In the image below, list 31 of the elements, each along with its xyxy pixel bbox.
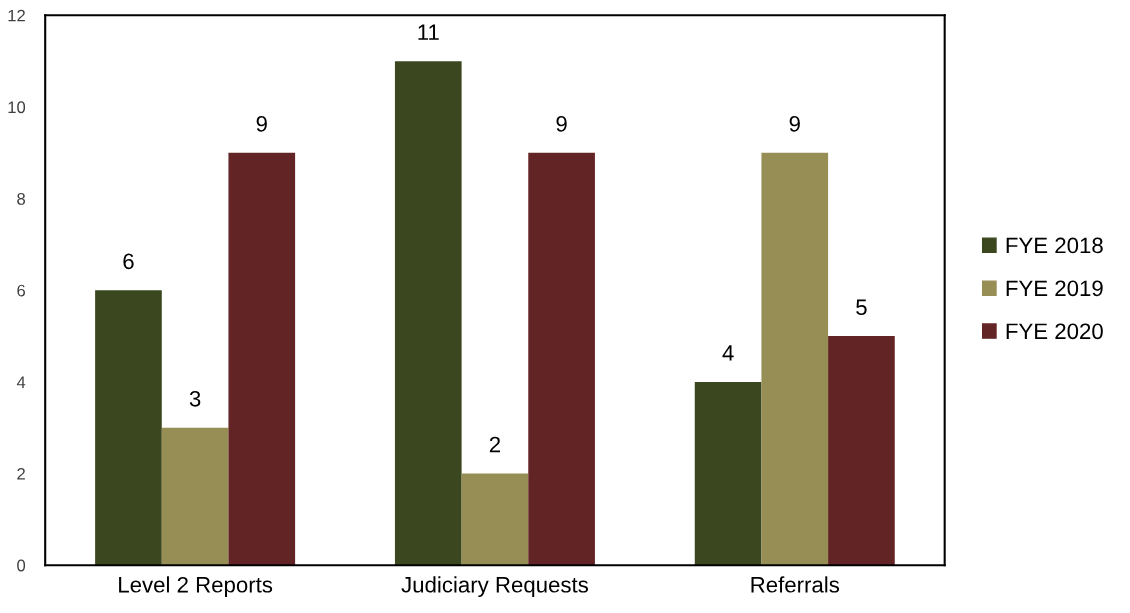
bar	[528, 152, 595, 566]
y-tick-label: 12	[8, 9, 25, 22]
y-tick-label: 10	[8, 101, 26, 114]
data-label: 9	[256, 116, 267, 132]
data-label: 9	[556, 116, 567, 132]
bar	[161, 427, 229, 566]
legend-label: FYE 2020	[1006, 323, 1103, 340]
data-label: 5	[856, 299, 867, 316]
bar	[95, 290, 162, 566]
y-tick-label: 2	[17, 467, 25, 480]
bar	[694, 381, 762, 566]
y-tick-label: 4	[16, 376, 26, 388]
data-label: 3	[189, 390, 201, 407]
x-tick-label: Level 2 Reports	[119, 576, 273, 598]
data-label: 11	[418, 24, 439, 40]
x-tick-label: Judiciary Requests	[401, 576, 589, 598]
bar	[761, 152, 829, 566]
legend-label: FYE 2018	[1006, 237, 1103, 254]
x-tick-label: Referrals	[751, 576, 840, 593]
bar	[394, 61, 462, 566]
bar	[828, 336, 895, 566]
bar	[461, 473, 529, 566]
data-label: 4	[722, 345, 734, 361]
bar	[228, 152, 296, 566]
data-label: 2	[489, 436, 500, 453]
data-label: 6	[123, 253, 134, 270]
y-tick-label: 8	[17, 193, 26, 205]
y-tick-label: 6	[17, 284, 26, 297]
data-label: 9	[789, 116, 800, 132]
y-tick-label: 0	[17, 559, 26, 572]
legend-label: FYE 2019	[1006, 280, 1103, 297]
